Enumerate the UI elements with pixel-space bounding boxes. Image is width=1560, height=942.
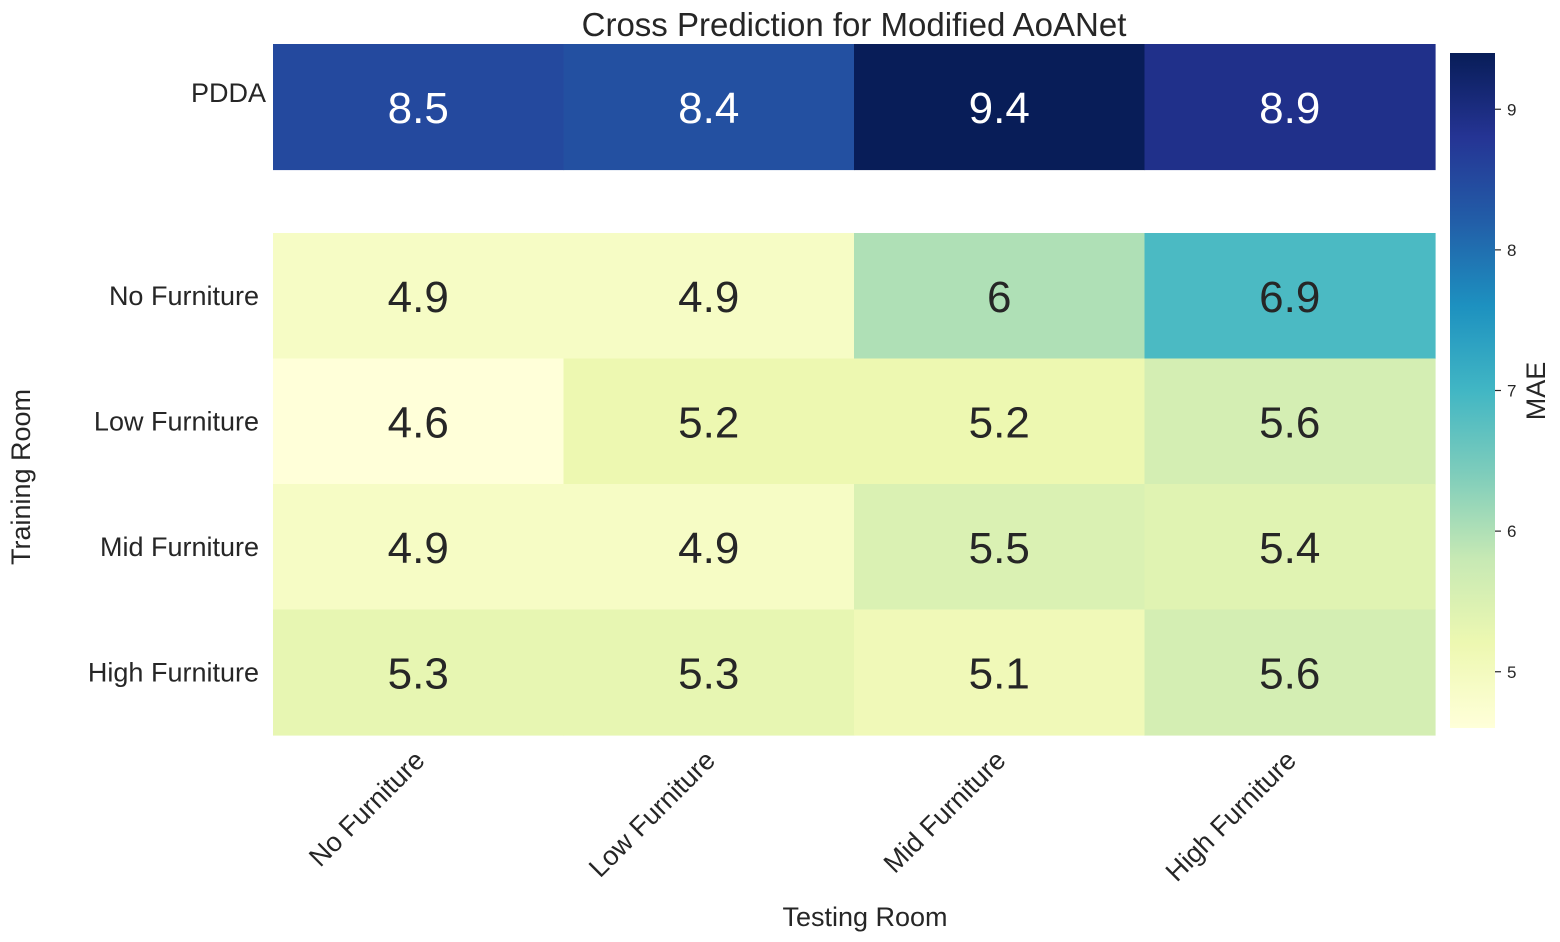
y-axis-label: Training Room bbox=[6, 389, 36, 565]
pdda-cell bbox=[854, 44, 1146, 171]
main-cell-value: 5.2 bbox=[969, 398, 1030, 447]
main-cell bbox=[854, 609, 1146, 736]
x-tick-label: Low Furniture bbox=[583, 745, 721, 883]
colorbar: 5 6 7 8 9 MAE bbox=[1450, 53, 1551, 728]
main-cell-value: 5.4 bbox=[1259, 524, 1320, 573]
main-cell bbox=[563, 609, 855, 736]
main-cell bbox=[563, 358, 855, 485]
pdda-cell bbox=[1144, 44, 1436, 171]
main-cell-value: 5.3 bbox=[678, 649, 739, 698]
y-tick-label: No Furniture bbox=[109, 281, 259, 311]
main-cell bbox=[1144, 233, 1436, 360]
y-tick-labels: PDDA No Furniture Low Furniture Mid Furnitu… bbox=[88, 78, 266, 687]
x-tick-labels: No Furniture Low Furniture Mid Furniture Hi… bbox=[303, 745, 1302, 887]
main-cell-value: 4.9 bbox=[388, 524, 449, 573]
colorbar-tick-label: 9 bbox=[1507, 100, 1516, 119]
main-cell-value: 4.6 bbox=[388, 398, 449, 447]
main-cell-value: 5.3 bbox=[388, 649, 449, 698]
main-cell bbox=[273, 233, 565, 360]
x-axis-label: Testing Room bbox=[782, 902, 947, 932]
pdda-cell-value: 8.9 bbox=[1259, 84, 1320, 133]
colorbar-tick-label: 6 bbox=[1507, 522, 1516, 541]
x-tick-label: High Furniture bbox=[1160, 745, 1302, 887]
main-cell bbox=[273, 609, 565, 736]
pdda-cell-value: 9.4 bbox=[969, 84, 1030, 133]
colorbar-tick-label: 5 bbox=[1507, 663, 1516, 682]
colorbar-tick-label: 7 bbox=[1507, 382, 1516, 401]
main-cell-value: 4.9 bbox=[678, 273, 739, 322]
main-cell-value: 5.6 bbox=[1259, 649, 1320, 698]
colorbar-tick-label: 8 bbox=[1507, 241, 1516, 260]
y-tick-label: Low Furniture bbox=[94, 406, 259, 436]
main-cell-value: 6 bbox=[987, 273, 1011, 322]
colorbar-label: MAE bbox=[1521, 362, 1551, 421]
chart-title: Cross Prediction for Modified AoANet bbox=[582, 6, 1127, 43]
main-cell bbox=[563, 233, 855, 360]
main-cell bbox=[273, 484, 565, 611]
y-tick-label: PDDA bbox=[191, 78, 266, 108]
main-cell-value: 5.5 bbox=[969, 524, 1030, 573]
main-cell-value: 5.6 bbox=[1259, 398, 1320, 447]
y-tick-label: Mid Furniture bbox=[100, 532, 259, 562]
colorbar-ticks: 5 6 7 8 9 bbox=[1495, 100, 1516, 682]
pdda-heatmap-block: 8.5 8.4 9.4 8.9 bbox=[273, 44, 1436, 171]
main-cell-value: 6.9 bbox=[1259, 273, 1320, 322]
main-cell-value: 5.2 bbox=[678, 398, 739, 447]
main-cell bbox=[1144, 609, 1436, 736]
main-cell-value: 4.9 bbox=[678, 524, 739, 573]
main-cell bbox=[854, 484, 1146, 611]
y-tick-label: High Furniture bbox=[88, 657, 259, 687]
main-cell bbox=[1144, 358, 1436, 485]
main-cell bbox=[854, 358, 1146, 485]
x-tick-label: Mid Furniture bbox=[878, 745, 1012, 879]
main-cell bbox=[854, 233, 1146, 360]
colorbar-gradient bbox=[1450, 53, 1495, 728]
main-cell bbox=[1144, 484, 1436, 611]
pdda-cell-value: 8.5 bbox=[388, 84, 449, 133]
pdda-cell bbox=[563, 44, 855, 171]
x-tick-label: No Furniture bbox=[303, 745, 430, 872]
pdda-cell-value: 8.4 bbox=[678, 84, 739, 133]
main-cell bbox=[273, 358, 565, 485]
main-cell-value: 4.9 bbox=[388, 273, 449, 322]
main-cell-value: 5.1 bbox=[969, 649, 1030, 698]
main-cell bbox=[563, 484, 855, 611]
main-heatmap-block: 4.9 4.9 6 6.9 4.6 5.2 5.2 5.6 4.9 4.9 5.5 5.4 5.3 5.3… bbox=[273, 233, 1436, 736]
pdda-cell bbox=[273, 44, 565, 171]
